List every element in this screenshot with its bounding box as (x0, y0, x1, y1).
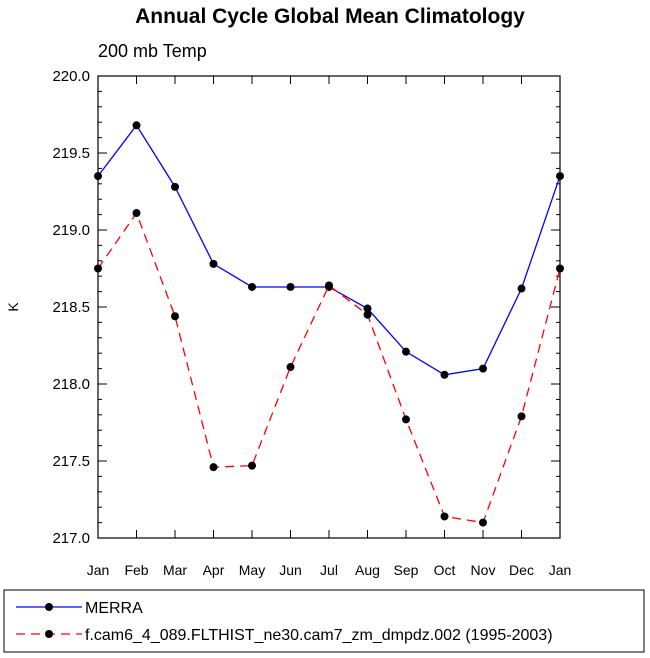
data-point (94, 172, 102, 181)
data-point (479, 518, 487, 527)
data-point (171, 312, 179, 321)
x-tick-label: Nov (471, 562, 496, 578)
y-tick-label: 220.0 (52, 68, 90, 85)
data-point (440, 512, 449, 521)
legend-marker-0 (45, 603, 53, 611)
series (94, 121, 564, 527)
data-point (363, 304, 372, 313)
data-point (132, 209, 141, 218)
data-point (248, 461, 256, 470)
data-point (132, 121, 141, 130)
data-point (402, 415, 410, 424)
plot-frame (97, 75, 561, 539)
data-point (171, 182, 179, 191)
data-point (286, 282, 295, 291)
data-point (556, 172, 564, 181)
legend-label-1: f.cam6_4_089.FLTHIST_ne30.cam7_zm_dmpdz.… (85, 627, 553, 644)
series-line-1 (97, 211, 561, 524)
legend-box (3, 589, 645, 653)
data-point (325, 281, 333, 290)
x-tick-label: Jul (320, 562, 338, 578)
data-point (94, 264, 102, 273)
series-line-0 (97, 124, 561, 376)
chart-subtitle: 200 mb Temp (98, 41, 207, 61)
axes: 217.0 217.5 218.0 218.5 219.0 219.5 220.0 Jan Fe… (52, 68, 571, 578)
data-point (209, 259, 218, 268)
y-axis-label: K (5, 302, 21, 312)
x-tick-label: Feb (124, 562, 148, 578)
x-tick-label: Jun (279, 562, 302, 578)
x-tick-label: Mar (163, 562, 187, 578)
x-tick-label: Sep (394, 562, 419, 578)
data-point (402, 347, 410, 356)
data-point (286, 363, 295, 372)
legend-marker-1 (45, 630, 53, 638)
data-point (209, 463, 218, 472)
data-point (517, 412, 526, 421)
x-tick-label: Jan (87, 562, 110, 578)
y-tick-label: 219.5 (52, 145, 90, 162)
x-tick-label: Aug (355, 562, 380, 578)
legend-label-0: MERRA (85, 600, 143, 617)
data-point (248, 282, 256, 291)
data-point (363, 310, 372, 319)
x-tick-label: May (239, 562, 265, 578)
legend: MERRA f.cam6_4_089.FLTHIST_ne30.cam7_zm_d… (16, 600, 553, 644)
x-tick-label: Jan (549, 562, 572, 578)
x-tick-label: Apr (203, 562, 225, 578)
y-tick-label: 218.5 (52, 299, 90, 316)
y-tick-label: 217.5 (52, 453, 90, 470)
x-tick-label: Dec (509, 562, 534, 578)
data-point (556, 264, 564, 273)
data-point (440, 370, 449, 379)
y-tick-label: 217.0 (52, 530, 90, 547)
data-point (479, 364, 487, 373)
data-point (517, 284, 526, 293)
y-tick-label: 218.0 (52, 376, 90, 393)
x-tick-label: Oct (434, 562, 456, 578)
y-tick-label: 219.0 (52, 222, 90, 239)
chart-title: Annual Cycle Global Mean Climatology (135, 5, 525, 28)
